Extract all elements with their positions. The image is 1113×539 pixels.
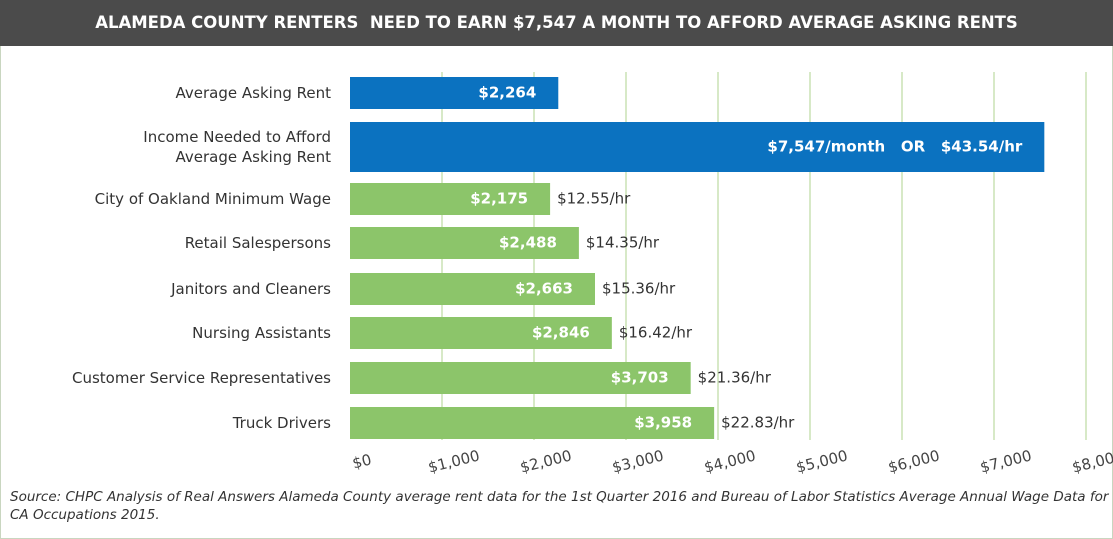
source-note: Source: CHPC Analysis of Real Answers Al… — [10, 489, 1109, 523]
value-label: $3,703 — [611, 369, 669, 387]
value-label: $2,264 — [478, 84, 536, 102]
bar — [350, 183, 551, 215]
value-label: $2,663 — [515, 280, 573, 298]
chart-title: ALAMEDA COUNTY RENTERS NEED TO EARN $7,5… — [0, 0, 1113, 46]
value-label: $7,547/month OR $43.54/hr — [767, 138, 1023, 156]
x-tick-label: $2,000 — [518, 446, 573, 476]
category-label: Customer Service Representatives — [72, 369, 331, 387]
hourly-label: $21.36/hr — [698, 369, 772, 387]
x-tick-label: $5,000 — [794, 446, 849, 476]
category-label: Retail Salespersons — [184, 234, 331, 252]
bar — [350, 273, 595, 305]
category-label: City of Oakland Minimum Wage — [94, 190, 331, 208]
hourly-label: $22.83/hr — [721, 414, 795, 432]
hourly-label: $15.36/hr — [602, 280, 676, 298]
category-label: Nursing Assistants — [192, 324, 331, 342]
bar — [350, 317, 612, 349]
bar — [350, 407, 715, 439]
x-tick-label: $8,000 — [1070, 446, 1113, 476]
hourly-label: $12.55/hr — [557, 190, 631, 208]
value-label: $2,846 — [532, 324, 590, 342]
value-label: $2,488 — [499, 234, 557, 252]
category-label: Average Asking Rent — [175, 84, 331, 102]
x-tick-label: $0 — [350, 450, 373, 472]
category-label: Janitors and Cleaners — [171, 280, 331, 298]
bar — [350, 122, 1045, 172]
x-tick-label: $6,000 — [886, 446, 941, 476]
hourly-label: $14.35/hr — [586, 234, 660, 252]
x-tick-label: $3,000 — [610, 446, 665, 476]
category-label: Truck Drivers — [232, 414, 331, 432]
bar — [350, 227, 579, 259]
hourly-label: $16.42/hr — [619, 324, 693, 342]
category-label: Income Needed to Afford Average Asking R… — [143, 128, 331, 166]
bar — [350, 77, 559, 109]
value-label: $2,175 — [470, 190, 528, 208]
x-tick-label: $7,000 — [978, 446, 1033, 476]
value-label: $3,958 — [634, 414, 692, 432]
bar — [350, 362, 691, 394]
x-tick-label: $1,000 — [426, 446, 481, 476]
x-tick-label: $4,000 — [702, 446, 757, 476]
